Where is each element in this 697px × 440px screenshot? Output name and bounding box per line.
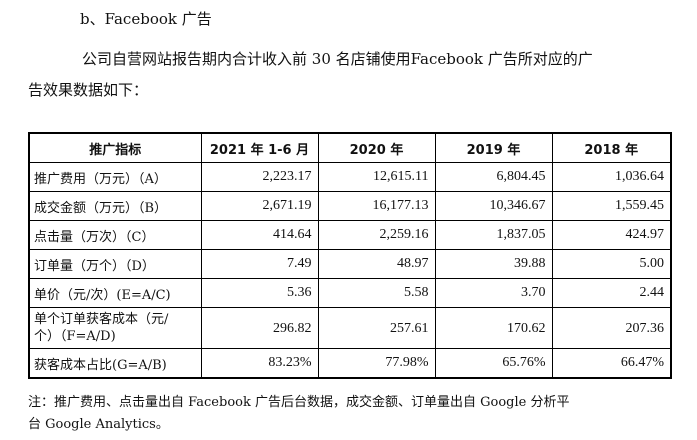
table-cell: 1,559.45 [551, 191, 672, 221]
table-cell: 39.88 [434, 249, 553, 279]
table-row: 单价（元/次）(E=A/C) 5.36 5.58 3.70 2.44 [28, 278, 672, 308]
table-footnote: 注：推广费用、点击量出自 Facebook 广告后台数据，成交金额、订单量出自 … [28, 392, 688, 436]
row-label: 单价（元/次）(E=A/C) [28, 278, 202, 308]
table-cell: 2,259.16 [317, 220, 436, 250]
table-cell: 5.58 [317, 278, 436, 308]
row-label: 订单量（万个）（D） [28, 249, 202, 279]
table-cell: 207.36 [551, 307, 672, 349]
table-cell: 257.61 [317, 307, 436, 349]
table-row: 推广费用（万元）（A） 2,223.17 12,615.11 6,804.45 … [28, 162, 672, 192]
table-row: 成交金额（万元）（B） 2,671.19 16,177.13 10,346.67… [28, 191, 672, 221]
row-label: 成交金额（万元）（B） [28, 191, 202, 221]
table-row: 点击量（万次）（C） 414.64 2,259.16 1,837.05 424.… [28, 220, 672, 250]
row-label: 单个订单获客成本（元/ 个）（F=A/D) [28, 307, 202, 349]
footnote-line-2: 台 Google Analytics。 [28, 417, 169, 432]
row-label-line: 单个订单获客成本（元/ [34, 312, 169, 327]
column-header: 2021 年 1-6 月 [200, 132, 319, 163]
row-label-line: 个）（F=A/D) [34, 329, 116, 344]
table-cell: 2,223.17 [200, 162, 319, 192]
table-cell: 5.36 [200, 278, 319, 308]
table-cell: 48.97 [317, 249, 436, 279]
row-label: 获客成本占比(G=A/B) [28, 348, 202, 379]
table-cell: 16,177.13 [317, 191, 436, 221]
section-heading: b、Facebook 广告 [80, 10, 212, 28]
table-cell: 77.98% [317, 348, 436, 379]
table-cell: 414.64 [200, 220, 319, 250]
intro-line-2: 告效果数据如下： [28, 81, 149, 99]
table-cell: 12,615.11 [317, 162, 436, 192]
row-label: 推广费用（万元）（A） [28, 162, 202, 192]
table-cell: 7.49 [200, 249, 319, 279]
facebook-ad-metrics-table: 推广指标 2021 年 1-6 月 2020 年 2019 年 2018 年 推… [28, 132, 672, 379]
table-cell: 2.44 [551, 278, 672, 308]
table-cell: 83.23% [200, 348, 319, 379]
footnote-line-1: 注：推广费用、点击量出自 Facebook 广告后台数据，成交金额、订单量出自 … [28, 395, 570, 410]
column-header: 2020 年 [317, 132, 436, 163]
table-cell: 5.00 [551, 249, 672, 279]
row-label: 点击量（万次）（C） [28, 220, 202, 250]
column-header: 推广指标 [28, 132, 202, 163]
intro-paragraph: 公司自营网站报告期内合计收入前 30 名店铺使用Facebook 广告所对应的广… [28, 44, 688, 106]
table-cell: 2,671.19 [200, 191, 319, 221]
table-cell: 170.62 [434, 307, 553, 349]
table-cell: 424.97 [551, 220, 672, 250]
table-row: 获客成本占比(G=A/B) 83.23% 77.98% 65.76% 66.47… [28, 348, 672, 379]
table-cell: 1,837.05 [434, 220, 553, 250]
column-header: 2018 年 [551, 132, 672, 163]
table-cell: 3.70 [434, 278, 553, 308]
intro-line-1: 公司自营网站报告期内合计收入前 30 名店铺使用Facebook 广告所对应的广 [82, 50, 593, 68]
table-header-row: 推广指标 2021 年 1-6 月 2020 年 2019 年 2018 年 [28, 132, 672, 163]
table-row: 单个订单获客成本（元/ 个）（F=A/D) 296.82 257.61 170.… [28, 307, 672, 349]
table-cell: 65.76% [434, 348, 553, 379]
table-cell: 1,036.64 [551, 162, 672, 192]
table-cell: 6,804.45 [434, 162, 553, 192]
table-row: 订单量（万个）（D） 7.49 48.97 39.88 5.00 [28, 249, 672, 279]
column-header: 2019 年 [434, 132, 553, 163]
table-cell: 10,346.67 [434, 191, 553, 221]
table-cell: 66.47% [551, 348, 672, 379]
table-cell: 296.82 [200, 307, 319, 349]
